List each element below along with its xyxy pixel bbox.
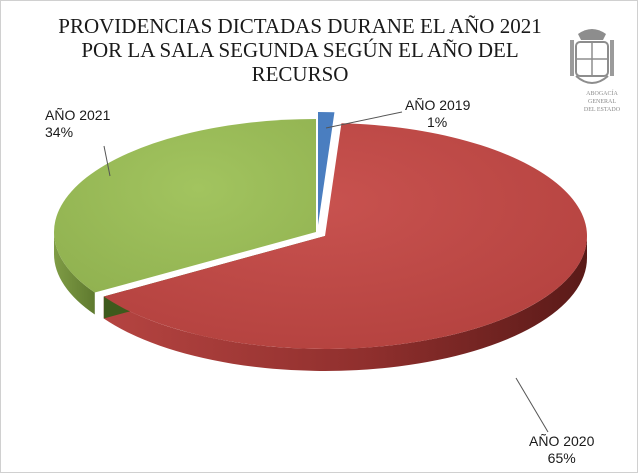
data-label-2020: AÑO 2020 65% [529,433,594,467]
data-label-2021-value: 34% [45,124,74,140]
data-label-2020-category: AÑO 2020 [529,433,595,449]
leader-2020 [515,377,549,433]
chart-title-line-1: PROVIDENCIAS DICTADAS DURANE EL AÑO 2021 [58,14,542,38]
emblem-caption: ABOGACÍA GENERAL DEL ESTADO [572,90,632,114]
emblem-caption-line-2: DEL ESTADO [583,107,621,113]
slice-2021-side [54,232,95,315]
data-label-2021: AÑO 2021 34% [45,107,110,141]
data-label-2021-category: AÑO 2021 [45,107,111,123]
slice-2020-side [103,236,588,372]
chart-title-line-2: POR LA SALA SEGUNDA SEGÚN EL AÑO DEL [81,38,519,62]
chart-title-line-3: RECURSO [251,62,349,86]
data-label-2019: AÑO 2019 1% [405,97,470,131]
leader-2019 [325,111,403,129]
slice-2019 [318,112,335,225]
data-label-2020-value: 65% [547,450,576,466]
data-label-2019-value: 1% [427,114,448,130]
slice-2021 [54,119,317,293]
coat-of-arms-icon [570,29,614,84]
leader-2021 [103,145,111,177]
slice-2020 [103,123,587,349]
data-label-2019-category: AÑO 2019 [405,97,471,113]
chart-title: PROVIDENCIAS DICTADAS DURANE EL AÑO 2021… [40,14,560,86]
emblem-caption-line-1: ABOGACÍA GENERAL [586,91,618,105]
